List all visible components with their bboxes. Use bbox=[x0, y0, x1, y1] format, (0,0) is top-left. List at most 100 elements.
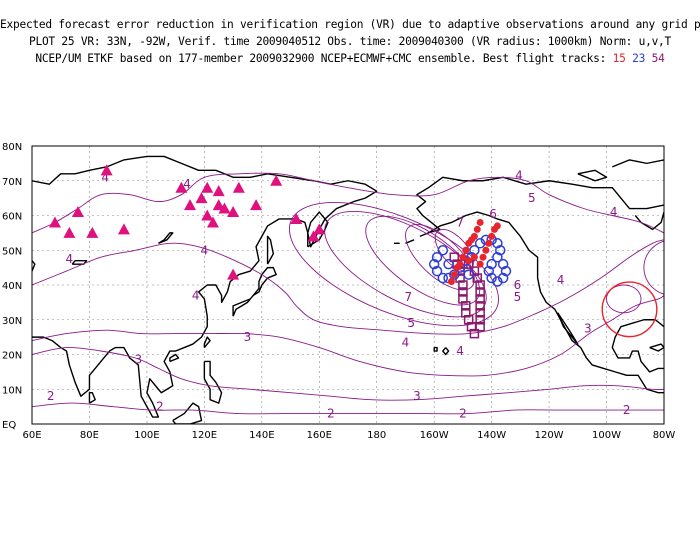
track-15-marker bbox=[479, 253, 487, 261]
lat-label: 20N bbox=[2, 351, 22, 362]
raob-site-triangle bbox=[206, 216, 219, 228]
coastline bbox=[232, 266, 277, 317]
track-23-marker bbox=[431, 251, 443, 263]
track-15-marker bbox=[450, 271, 458, 279]
track-54-marker bbox=[469, 328, 480, 339]
track-15-marker bbox=[456, 260, 464, 268]
coastline bbox=[307, 211, 329, 248]
raob-site-triangle bbox=[63, 226, 76, 238]
coastline bbox=[442, 347, 450, 356]
coastline bbox=[158, 232, 174, 244]
contour-label: 3 bbox=[413, 389, 421, 403]
contour-label: 4 bbox=[456, 344, 464, 358]
raob-site-triangle bbox=[218, 202, 231, 214]
coastline bbox=[634, 211, 664, 231]
track-54-marker bbox=[458, 294, 468, 304]
contour-label: 3 bbox=[134, 353, 142, 367]
contour-line bbox=[324, 210, 487, 318]
contour-label: 5 bbox=[690, 259, 698, 273]
raob-site-triangle bbox=[71, 206, 84, 218]
track-54-marker bbox=[472, 273, 483, 283]
lat-label: 50N bbox=[2, 246, 22, 257]
lat-label: 70N bbox=[2, 177, 22, 188]
track-23-marker bbox=[497, 272, 509, 284]
title-line-2: PLOT 25 VR: 33N, -92W, Verif. time 20090… bbox=[28, 35, 672, 48]
track-54-marker bbox=[461, 301, 471, 311]
raob-site-triangle bbox=[184, 199, 196, 211]
contour-label: 3 bbox=[584, 321, 592, 335]
track-23-marker bbox=[486, 272, 497, 284]
track-15-marker bbox=[447, 278, 455, 286]
coastline bbox=[169, 353, 180, 363]
coastline bbox=[612, 159, 664, 168]
coastline bbox=[433, 346, 438, 352]
track-23-marker bbox=[437, 272, 449, 284]
track-23-marker bbox=[463, 269, 474, 280]
track-54-marker bbox=[475, 287, 485, 297]
verification-region-circle bbox=[601, 281, 658, 338]
coastline bbox=[649, 343, 664, 352]
track-23-marker bbox=[443, 258, 454, 270]
track-54-marker bbox=[458, 287, 468, 297]
track-54-marker bbox=[475, 315, 485, 325]
contour-label: 4 bbox=[695, 212, 700, 226]
contour-line bbox=[32, 402, 664, 415]
coastlines bbox=[32, 155, 664, 424]
track-23-marker bbox=[437, 245, 449, 256]
contour-label: 2 bbox=[47, 389, 55, 403]
contour-label: 4 bbox=[192, 288, 200, 302]
contour-label: 4 bbox=[515, 169, 523, 183]
track-15-marker bbox=[488, 232, 496, 240]
track-15-marker bbox=[470, 232, 478, 240]
lat-label: 40N bbox=[2, 281, 22, 292]
title-line-1: Expected forecast error reduction in ver… bbox=[0, 18, 700, 31]
contour-label: 4 bbox=[101, 170, 109, 184]
contour-label: 4 bbox=[201, 243, 209, 257]
track-54-marker bbox=[449, 252, 460, 262]
lat-lon-grid bbox=[32, 146, 664, 424]
lat-label: 30N bbox=[2, 316, 22, 327]
raob-site-triangle bbox=[117, 223, 130, 235]
contour-label: 2 bbox=[623, 403, 631, 417]
raob-site-triangle bbox=[212, 199, 225, 211]
contour-label: 5 bbox=[514, 290, 522, 304]
contour-label: 4 bbox=[610, 205, 618, 219]
coastline bbox=[266, 235, 275, 265]
contour-label: 3 bbox=[244, 330, 252, 344]
track-54-marker bbox=[475, 294, 485, 304]
raob-site-triangle bbox=[270, 174, 283, 186]
coastline bbox=[203, 336, 211, 348]
raob-sites bbox=[48, 164, 326, 280]
coastline bbox=[611, 319, 664, 373]
track-23-marker bbox=[500, 265, 512, 277]
title-line-3: NCEP/UM ETKF based on 177-member 2009032… bbox=[0, 50, 700, 67]
contour-label: 7 bbox=[405, 290, 413, 304]
track-23-marker bbox=[486, 258, 497, 270]
raob-site-triangle bbox=[100, 164, 113, 176]
raob-site-triangle bbox=[212, 185, 225, 197]
contour-label: 4 bbox=[557, 273, 565, 287]
latitude-labels: 80N 70N 60N 50N 40N 30N 20N 10N EQ bbox=[2, 142, 22, 431]
lat-label: 60N bbox=[2, 212, 22, 223]
track-54-marker bbox=[475, 308, 485, 318]
contour-label: 4 bbox=[66, 252, 74, 266]
lat-label: EQ bbox=[2, 420, 16, 431]
coastline bbox=[71, 259, 88, 265]
lat-label: 10N bbox=[2, 385, 22, 396]
contour-label: 2 bbox=[459, 407, 467, 421]
track-15-id: 15 bbox=[612, 52, 626, 65]
contour-label: 4 bbox=[183, 177, 191, 191]
track-23-marker bbox=[497, 258, 509, 270]
track-23-marker bbox=[492, 276, 503, 287]
track-23-marker bbox=[431, 265, 443, 277]
raob-site-triangle bbox=[250, 199, 263, 211]
coastline bbox=[577, 169, 608, 182]
lon-label: 100E bbox=[134, 430, 159, 441]
track-23-marker bbox=[492, 238, 503, 249]
track-54-marker bbox=[475, 321, 485, 332]
lon-label: 160W bbox=[420, 430, 449, 441]
lon-label: 60E bbox=[22, 430, 41, 441]
coastline bbox=[172, 402, 203, 424]
lon-label: 80E bbox=[80, 430, 99, 441]
